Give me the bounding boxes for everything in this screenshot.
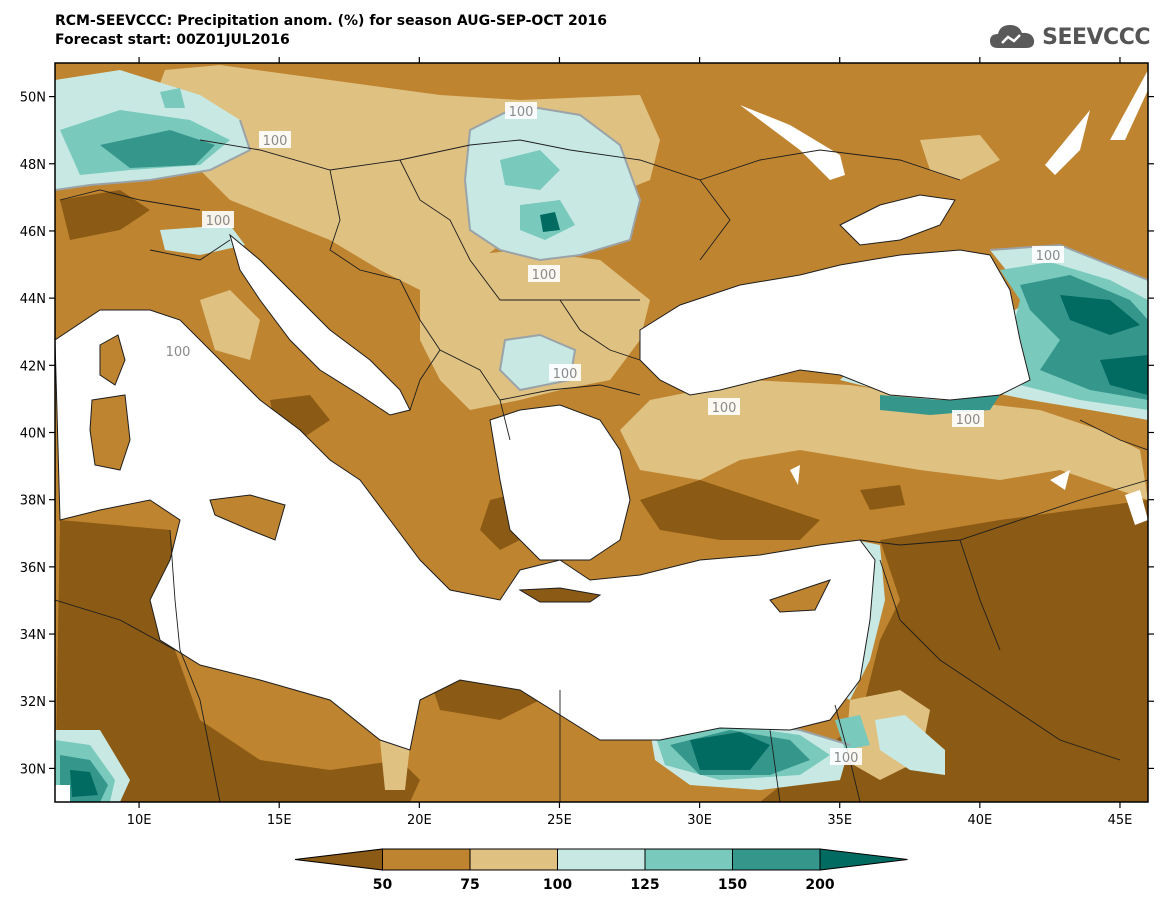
- colorbar-swatch: [295, 849, 383, 870]
- colorbar-label: 125: [630, 877, 659, 893]
- sardinia: [90, 395, 130, 470]
- colorbar-swatch: [558, 849, 646, 870]
- colorbar: 50 75 100 125 150 200: [295, 849, 908, 893]
- contour-label-text: 100: [1036, 249, 1061, 264]
- colorbar-swatch: [470, 849, 558, 870]
- lon-tick-label: 25E: [547, 813, 572, 828]
- lat-tick-label: 34N: [20, 628, 46, 643]
- lon-tick-label: 15E: [267, 813, 292, 828]
- lat-tick-label: 50N: [20, 91, 46, 106]
- contour-label: 100: [549, 364, 581, 382]
- lon-tick-label: 20E: [407, 813, 432, 828]
- contour-label-text: 100: [956, 413, 981, 428]
- contour-label: 100: [505, 102, 537, 120]
- contour-label: 100: [259, 131, 291, 149]
- contour-label: 100: [1032, 246, 1064, 264]
- lon-tick-label: 10E: [127, 813, 152, 828]
- colorbar-label: 100: [543, 877, 572, 893]
- anomaly-field: [55, 63, 1148, 802]
- colorbar-swatch: [733, 849, 821, 870]
- lon-tick-label: 30E: [687, 813, 712, 828]
- colorbar-swatch: [820, 849, 908, 870]
- contour-label-text: 100: [834, 751, 859, 766]
- lat-tick-label: 40N: [20, 427, 46, 442]
- contour-label-text: 100: [712, 401, 737, 416]
- contour-label-text: 100: [166, 345, 191, 360]
- contour-label-text: 100: [553, 367, 578, 382]
- contour-label: 100: [952, 410, 984, 428]
- colorbar-swatch: [645, 849, 733, 870]
- lat-tick-label: 38N: [20, 494, 46, 509]
- contour-label-text: 100: [509, 105, 534, 120]
- lon-tick-label: 35E: [827, 813, 852, 828]
- contour-label-text: 100: [532, 268, 557, 283]
- lat-tick-label: 30N: [20, 762, 46, 777]
- colorbar-label: 75: [460, 877, 479, 893]
- lat-tick-label: 46N: [20, 225, 46, 240]
- contour-label: 100: [162, 342, 194, 360]
- lat-tick-label: 36N: [20, 561, 46, 576]
- lon-tick-label: 45E: [1108, 813, 1133, 828]
- contour-label: 100: [202, 211, 234, 229]
- lat-tick-label: 48N: [20, 158, 46, 173]
- contour-label: 100: [528, 265, 560, 283]
- contour-label: 100: [708, 398, 740, 416]
- colorbar-label: 150: [718, 877, 747, 893]
- contour-label-text: 100: [206, 214, 231, 229]
- lon-tick-label: 40E: [967, 813, 992, 828]
- lat-tick-label: 42N: [20, 359, 46, 374]
- colorbar-label: 50: [373, 877, 393, 893]
- colorbar-swatch: [383, 849, 471, 870]
- colorbar-label: 200: [805, 877, 834, 893]
- lat-tick-label: 32N: [20, 695, 46, 710]
- lat-tick-label: 44N: [20, 292, 46, 307]
- contour-label-text: 100: [263, 134, 288, 149]
- contour-label: 100: [830, 748, 862, 766]
